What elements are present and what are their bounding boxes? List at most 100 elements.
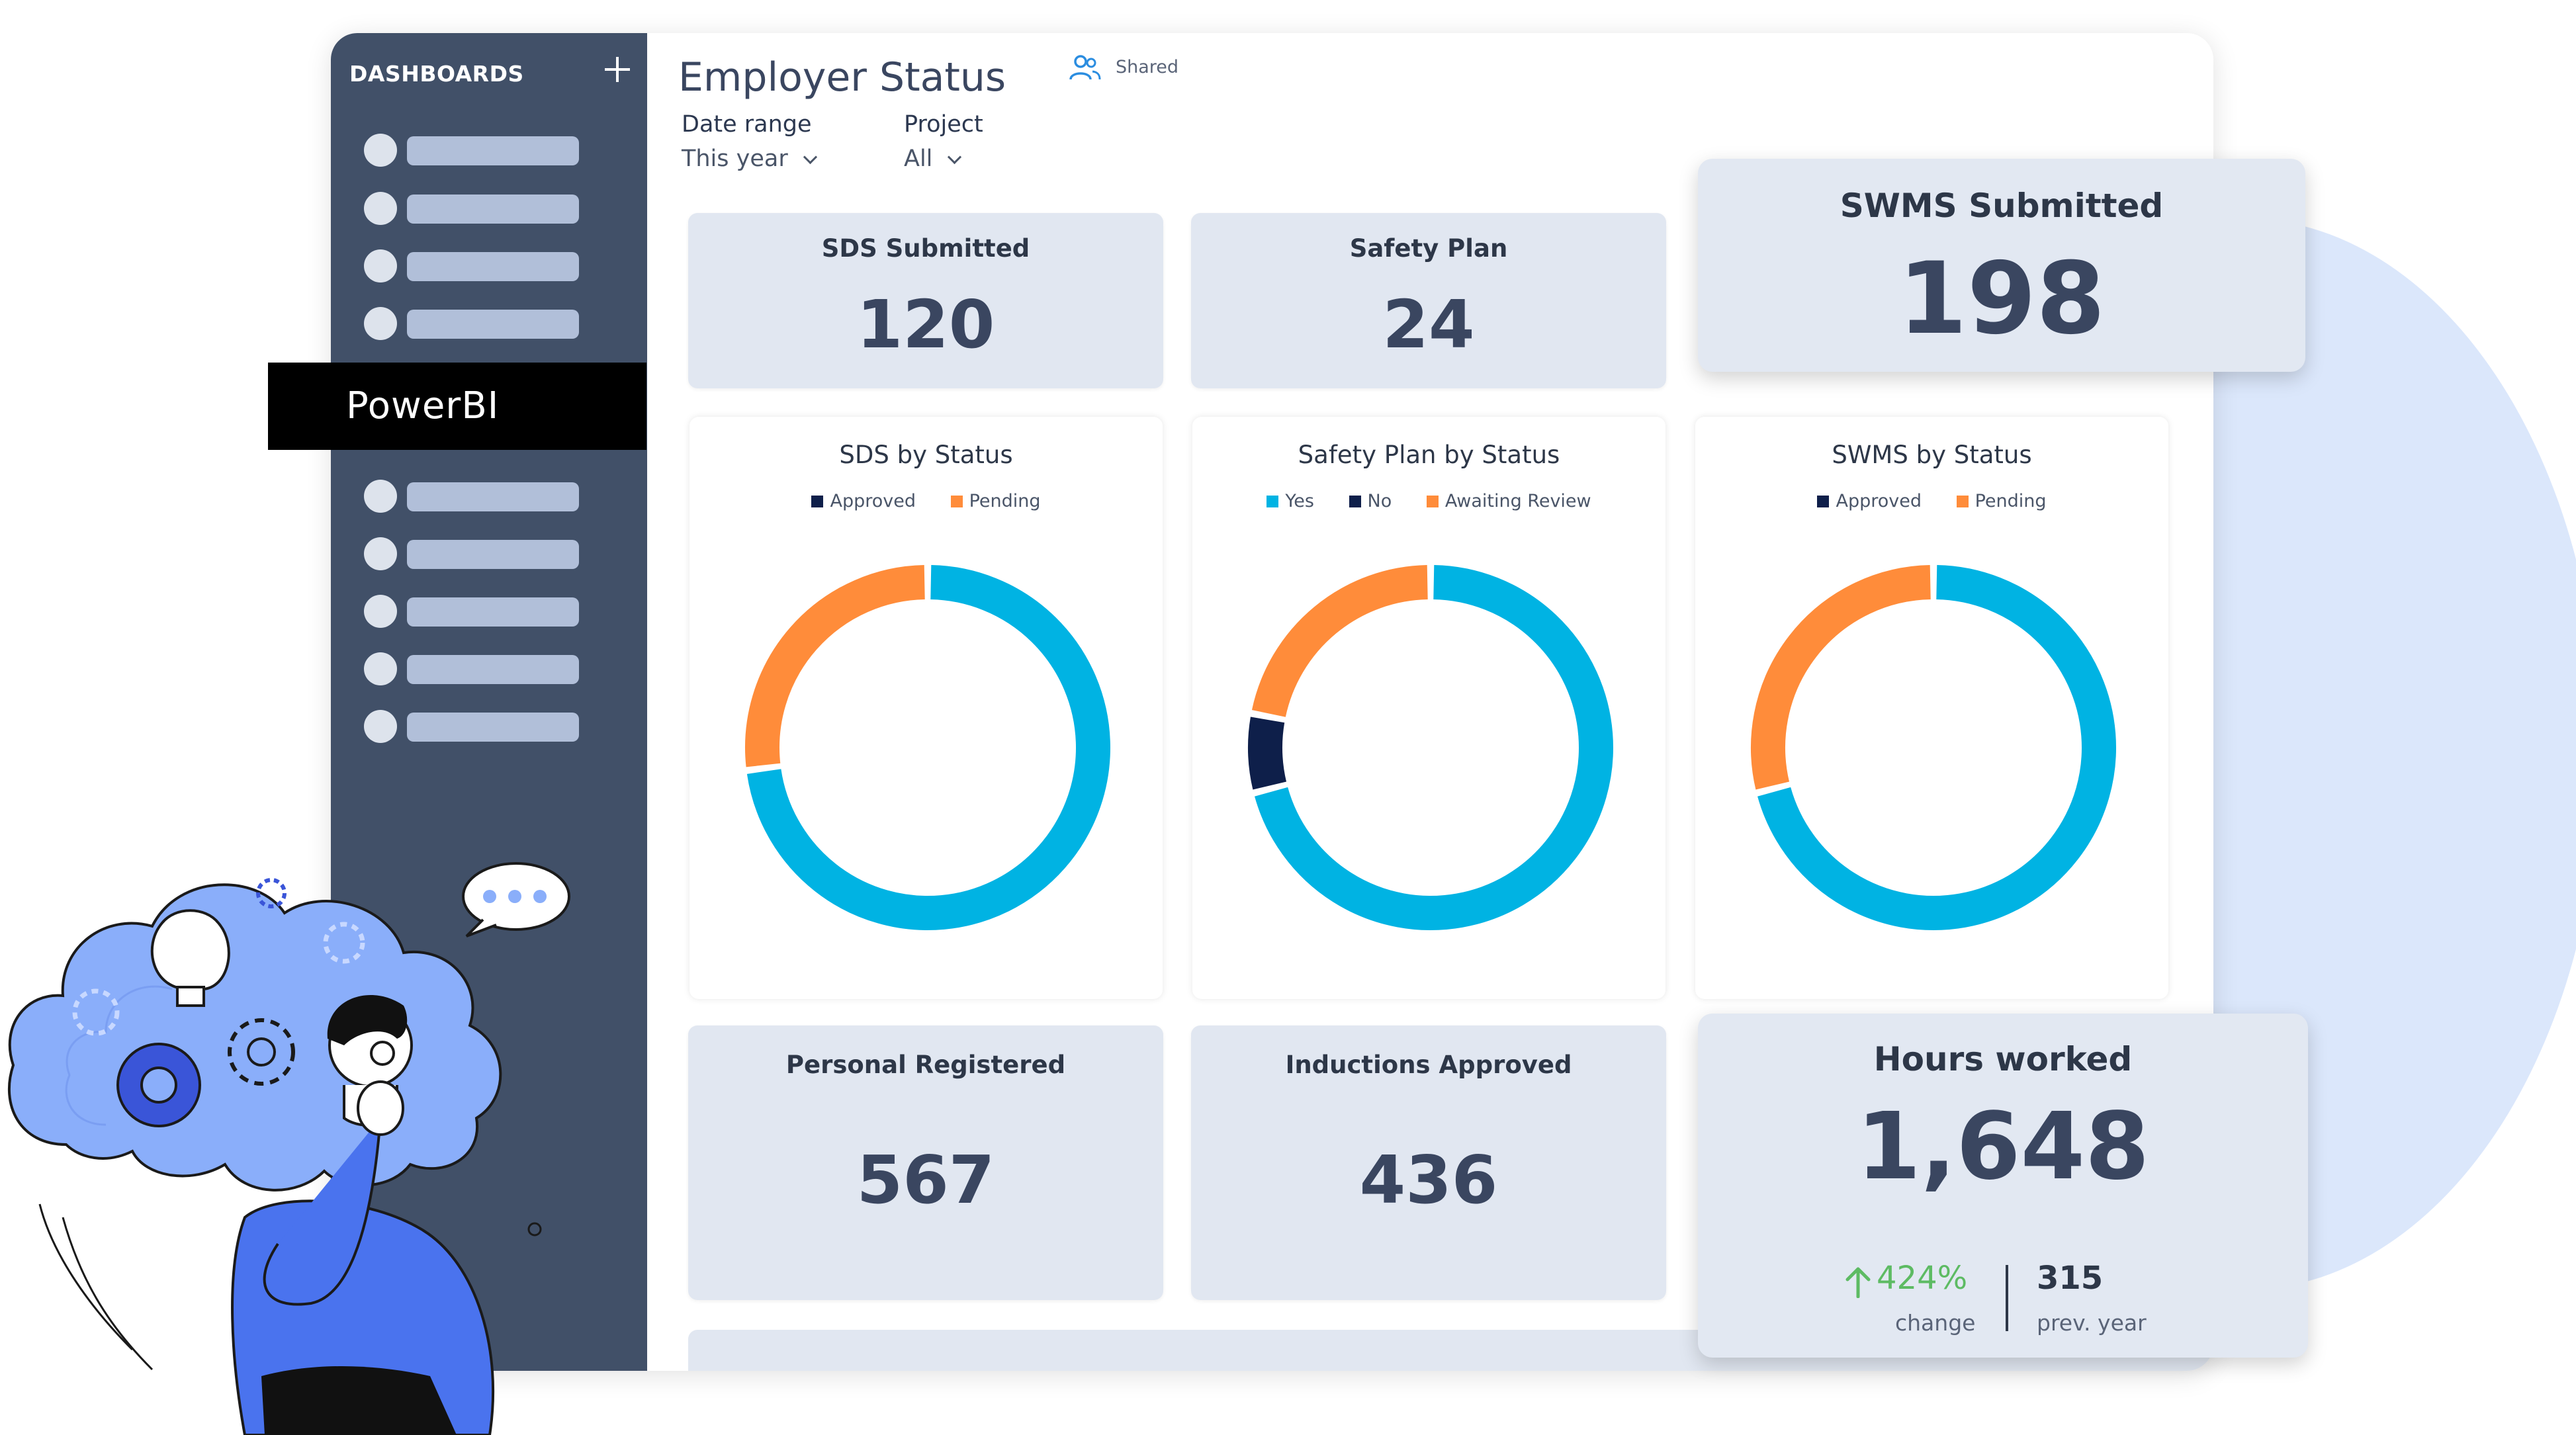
change-value: 424% xyxy=(1877,1260,1968,1297)
legend-swatch xyxy=(1266,496,1279,507)
chart-legend: Approved Pending xyxy=(1695,491,2168,511)
sidebar-item[interactable] xyxy=(364,480,582,514)
legend-label: Approved xyxy=(830,491,916,511)
page-title: Employer Status xyxy=(678,54,1006,101)
sidebar-item[interactable] xyxy=(364,537,582,572)
legend-item: Approved xyxy=(1817,491,1922,511)
sidebar-item[interactable] xyxy=(364,249,582,284)
legend-label: No xyxy=(1367,491,1392,511)
chart-title: Safety Plan by Status xyxy=(1298,441,1560,469)
powerbi-label: PowerBI xyxy=(268,363,646,450)
donut-segment-no[interactable] xyxy=(1248,717,1287,790)
kpi-card-sds-submitted: SDS Submitted 120 xyxy=(688,213,1163,388)
legend-item: Approved xyxy=(811,491,916,511)
kpi-value: 120 xyxy=(856,286,995,363)
kpi-card-personal-registered: Personal Registered 567 xyxy=(688,1025,1163,1300)
date-range-label: Date range xyxy=(682,111,812,138)
change-label: change xyxy=(1895,1310,1976,1336)
kpi-value: 567 xyxy=(856,1141,995,1219)
donut-segment-yes[interactable] xyxy=(1255,565,1613,930)
donut-segment-pending[interactable] xyxy=(1751,565,1931,790)
person-icon xyxy=(231,995,495,1435)
sidebar-item-icon xyxy=(364,134,397,167)
sidebar-item-placeholder xyxy=(407,482,579,511)
legend-label: Pending xyxy=(1975,491,2047,511)
donut-segment-approved[interactable] xyxy=(746,565,1110,930)
legend-swatch xyxy=(811,496,824,507)
kpi-label: SDS Submitted xyxy=(821,234,1030,263)
chevron-down-icon xyxy=(948,150,962,165)
kpi-card-swms-submitted: SWMS Submitted 198 xyxy=(1698,159,2305,372)
legend-label: Pending xyxy=(969,491,1041,511)
gear-icon xyxy=(72,988,120,1036)
chart-title: SDS by Status xyxy=(839,441,1013,469)
prev-label: prev. year xyxy=(2037,1310,2147,1336)
donut-chart-swms[interactable] xyxy=(1735,549,2132,946)
sidebar-item[interactable] xyxy=(364,134,582,168)
sidebar-item[interactable] xyxy=(364,192,582,226)
donut-segment-pending[interactable] xyxy=(745,565,925,767)
sidebar-item-icon xyxy=(364,192,397,225)
kpi-divider xyxy=(2006,1265,2008,1331)
chevron-down-icon xyxy=(803,150,817,165)
prev-value: 315 xyxy=(2037,1260,2104,1297)
thought-cloud-icon xyxy=(7,883,502,1192)
plus-icon[interactable] xyxy=(602,54,633,85)
legend-swatch xyxy=(1956,496,1969,507)
kpi-card-inductions-approved: Inductions Approved 436 xyxy=(1191,1025,1666,1300)
users-icon[interactable] xyxy=(1069,53,1102,83)
sidebar-item-placeholder xyxy=(407,252,579,281)
gear-icon xyxy=(228,1018,295,1086)
legend-swatch xyxy=(1349,496,1361,507)
chart-card-swms-by-status: SWMS by Status Approved Pending xyxy=(1695,417,2168,999)
chart-card-safety-plan-by-status: Safety Plan by Status Yes No Awaiting Re… xyxy=(1192,417,1666,999)
legend-item: Pending xyxy=(950,491,1041,511)
legend-item: Yes xyxy=(1266,491,1314,511)
sidebar-item[interactable] xyxy=(364,307,582,341)
project-label: Project xyxy=(904,111,983,138)
legend-label: Approved xyxy=(1836,491,1922,511)
legend-item: No xyxy=(1349,491,1392,511)
sidebar-item-placeholder xyxy=(407,655,579,684)
donut-segment-awaiting-review[interactable] xyxy=(1251,565,1429,718)
sidebar-item-icon xyxy=(364,652,397,685)
speech-bubble-icon xyxy=(462,862,570,937)
sidebar-item[interactable] xyxy=(364,595,582,629)
donut-chart-safety-plan[interactable] xyxy=(1232,549,1629,946)
date-range-value: This year xyxy=(682,146,788,172)
sidebar-item-icon xyxy=(364,537,397,570)
sidebar-item-placeholder xyxy=(407,597,579,627)
legend-swatch xyxy=(1817,496,1830,507)
sidebar-item[interactable] xyxy=(364,652,582,687)
sidebar-item-icon xyxy=(364,249,397,283)
gear-icon xyxy=(256,878,287,908)
project-value: All xyxy=(904,146,933,172)
project-select[interactable]: All xyxy=(904,146,962,172)
donut-chart-sds[interactable] xyxy=(729,549,1126,946)
kpi-value: 1,648 xyxy=(1856,1093,2150,1201)
shared-label[interactable]: Shared xyxy=(1116,57,1179,77)
legend-swatch xyxy=(1426,496,1439,507)
sidebar-item-placeholder xyxy=(407,540,579,569)
legend-item: Awaiting Review xyxy=(1426,491,1591,511)
kpi-label: Hours worked xyxy=(1873,1040,2133,1078)
donut-segment-approved[interactable] xyxy=(1757,565,2116,930)
chart-legend: Approved Pending xyxy=(689,491,1163,511)
kpi-value: 24 xyxy=(1382,286,1475,363)
gear-icon xyxy=(323,922,365,964)
arrow-up-icon xyxy=(1845,1267,1871,1298)
kpi-label: Inductions Approved xyxy=(1285,1051,1572,1079)
gear-icon xyxy=(116,1043,201,1127)
lightbulb-icon xyxy=(150,909,230,1007)
sidebar-item-placeholder xyxy=(407,713,579,742)
sidebar-item-icon xyxy=(364,595,397,628)
kpi-label: SWMS Submitted xyxy=(1840,187,2164,225)
date-range-select[interactable]: This year xyxy=(682,146,817,172)
kpi-label: Personal Registered xyxy=(785,1051,1066,1079)
legend-label: Yes xyxy=(1285,491,1314,511)
kpi-value: 198 xyxy=(1898,241,2106,357)
sidebar-item-icon xyxy=(364,710,397,743)
sidebar-item[interactable] xyxy=(364,710,582,744)
legend-swatch xyxy=(950,496,963,507)
kpi-value: 436 xyxy=(1359,1141,1498,1219)
